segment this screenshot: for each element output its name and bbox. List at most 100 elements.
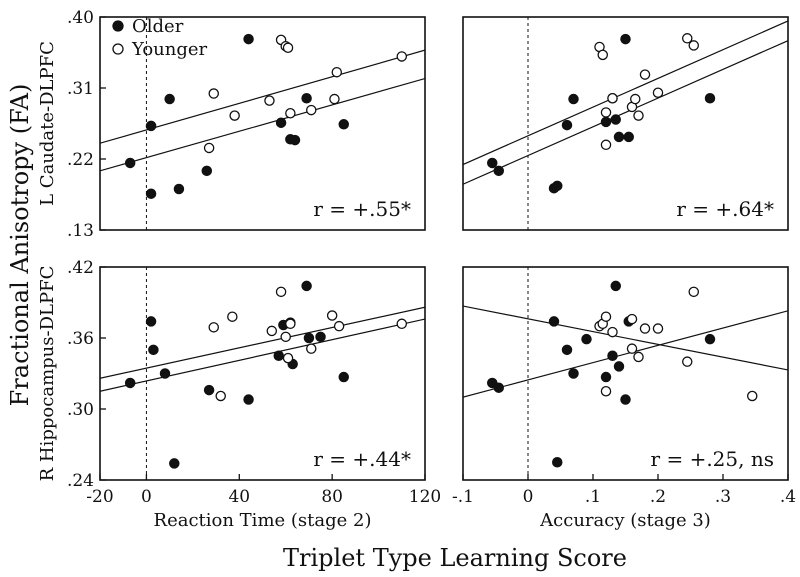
y-tick-label: .30 <box>67 400 94 420</box>
younger-data-point <box>682 356 693 367</box>
x-tick-label: -20 <box>86 487 113 507</box>
younger-data-point <box>215 390 226 402</box>
younger-data-point <box>600 139 612 151</box>
younger-data-point <box>688 40 700 51</box>
older-data-point <box>124 377 136 389</box>
plot-frame <box>99 266 426 481</box>
older-data-point <box>600 371 612 383</box>
younger-data-point <box>652 87 664 98</box>
older-data-point <box>561 119 573 131</box>
regression-line <box>463 305 788 371</box>
younger-data-point <box>600 385 612 397</box>
older-data-point <box>315 331 326 343</box>
younger-data-point <box>626 313 638 325</box>
x-tick-label: .1 <box>585 487 601 507</box>
younger-data-point <box>285 318 296 330</box>
older-data-point <box>145 316 157 327</box>
older-data-point <box>301 93 312 104</box>
legend-label: Older <box>132 16 184 37</box>
panel-tl: .40 .31 .22 .13 L Caudate-DLPFC r = +.55* Olde… <box>37 8 426 241</box>
panel-ylabel: L Caudate-DLPFC <box>37 41 58 206</box>
older-data-point <box>338 371 349 383</box>
younger-data-point <box>305 104 317 116</box>
older-data-point <box>607 350 618 361</box>
panel-tr: r = +.64* <box>462 16 789 231</box>
plot-frame <box>462 266 789 481</box>
older-data-point <box>623 131 635 143</box>
younger-data-point <box>607 326 618 338</box>
panel-xlabel: Accuracy (stage 3) <box>539 510 711 531</box>
y-tick-label: .24 <box>67 471 94 491</box>
older-data-point <box>289 134 301 146</box>
older-data-point <box>303 332 315 344</box>
y-tick-label: .42 <box>67 258 94 278</box>
older-data-point <box>243 33 254 45</box>
regression-line <box>463 20 788 166</box>
younger-data-point <box>600 107 612 118</box>
older-data-point <box>704 333 716 345</box>
regression-line <box>463 310 788 398</box>
older-data-point <box>600 116 612 128</box>
x-tick-label: .3 <box>715 487 731 507</box>
younger-data-point <box>633 351 644 363</box>
younger-data-point <box>282 352 294 364</box>
younger-data-point <box>266 325 278 337</box>
younger-data-point <box>333 320 345 332</box>
panel-br: -.1 0 .1 .2 .3 .4 Accuracy (stage 3) r = +.25, … <box>452 266 796 531</box>
older-data-point <box>201 165 213 177</box>
younger-data-point <box>203 142 215 154</box>
older-data-point <box>243 394 254 405</box>
younger-data-point <box>305 343 317 354</box>
older-data-point <box>568 368 579 379</box>
older-data-point <box>613 131 625 143</box>
older-data-point <box>148 344 159 356</box>
younger-data-point <box>229 110 240 121</box>
older-data-point <box>164 93 175 105</box>
x-tick-label: 0 <box>523 487 534 507</box>
panel-ylabel: R Hippocampus-DLPFC <box>37 266 58 482</box>
older-data-point <box>486 157 498 169</box>
plot-frame <box>462 16 789 231</box>
older-data-point <box>169 458 180 469</box>
older-data-point <box>301 280 312 292</box>
regression-line <box>463 40 788 185</box>
younger-data-point <box>682 33 693 44</box>
correlation-annotation: r = +.64* <box>676 197 774 221</box>
older-data-point <box>159 368 171 379</box>
plot-frame <box>99 16 426 231</box>
younger-data-point <box>396 318 408 330</box>
younger-data-point <box>630 93 641 105</box>
y-tick-label: .36 <box>67 329 94 349</box>
older-data-point <box>493 165 504 177</box>
younger-data-point <box>331 66 343 78</box>
younger-data-point <box>639 323 651 334</box>
regression-line <box>100 318 425 392</box>
younger-data-point <box>264 95 275 106</box>
older-data-point <box>145 188 157 199</box>
panel-bl: .42 .36 .30 .24-20 0 40 80 120 R Hippocampus-DLP… <box>37 258 441 531</box>
younger-data-point <box>607 93 618 104</box>
older-data-point <box>620 394 631 405</box>
younger-data-point <box>747 390 758 402</box>
older-data-point <box>493 382 504 393</box>
older-data-point <box>552 456 563 468</box>
younger-data-point <box>227 311 238 322</box>
legend-older-marker <box>112 20 124 32</box>
older-data-point <box>610 280 622 292</box>
older-data-point <box>613 361 625 372</box>
regression-line <box>100 77 425 172</box>
younger-data-point <box>688 286 700 298</box>
shared-xlabel: Triplet Type Learning Score <box>283 544 627 572</box>
older-data-point <box>610 114 622 125</box>
legend-label: Younger <box>131 39 208 60</box>
older-data-point <box>273 350 284 361</box>
younger-data-point <box>633 110 644 121</box>
y-tick-label: .31 <box>67 79 94 99</box>
older-data-point <box>338 119 349 130</box>
older-data-point <box>173 183 185 195</box>
younger-data-point <box>208 88 219 99</box>
younger-data-point <box>652 323 664 334</box>
younger-data-point <box>626 343 638 354</box>
